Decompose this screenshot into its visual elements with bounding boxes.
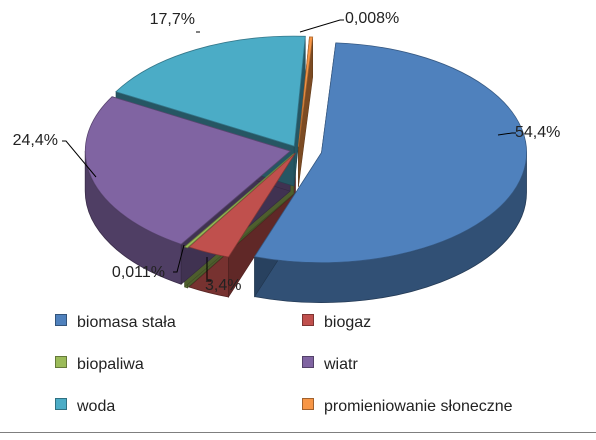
legend-label: biogaz [324,314,372,331]
legend-item: promieniowanie słoneczne [302,398,513,416]
pie-slice [84,96,292,245]
pie-slice [183,153,295,249]
legend-label: biomasa stała [77,314,176,331]
legend-swatch [55,314,67,326]
legend-item: biopaliwa [55,356,144,374]
data-label: 0,008% [345,10,399,27]
legend-item: woda [55,398,115,416]
leader-line [497,132,516,136]
legend-label: woda [77,398,116,415]
data-label: 0,011% [112,264,165,281]
legend-swatch [55,398,67,410]
legend-label: biopaliwa [77,356,144,373]
data-label: 24,4% [13,132,58,149]
leader-line [62,140,97,178]
legend-item: wiatr [302,356,358,374]
data-label: 54,4% [515,124,560,141]
leader-line [173,244,185,273]
legend-swatch [302,356,314,368]
pie-slice [253,42,527,264]
legend-swatch [302,314,314,326]
leader-line [299,19,344,33]
pie-slice [115,35,306,147]
data-label: 17,7% [150,11,195,28]
legend-item: biomasa stała [55,314,176,332]
data-label: 3,4% [205,277,241,294]
leader-line [206,257,211,282]
legend-label: promieniowanie słoneczne [324,398,513,415]
legend-swatch [302,398,314,410]
legend-swatch [55,356,67,368]
pie-slice [298,36,314,147]
pie-slice [188,152,296,258]
bottom-divider [0,432,596,433]
legend-label: wiatr [324,356,358,373]
legend-item: biogaz [302,314,371,332]
